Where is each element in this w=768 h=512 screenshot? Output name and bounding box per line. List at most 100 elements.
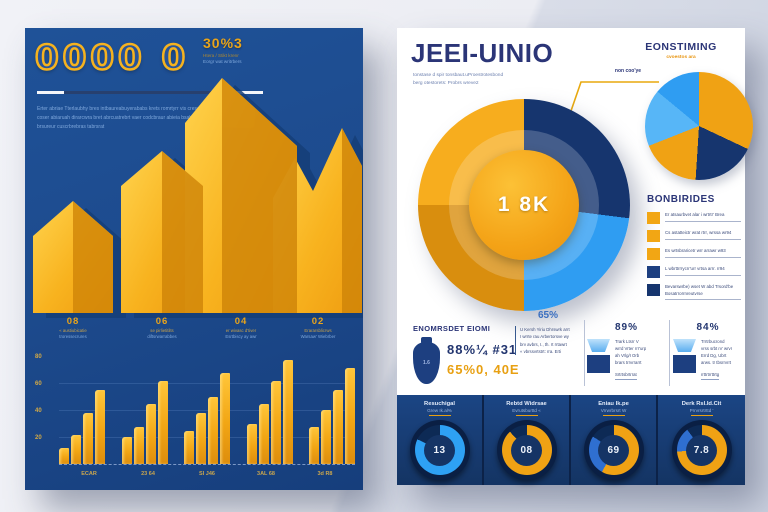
legend-item: Er atsaurbvet alar i wrtrtr' Brea bbox=[647, 212, 741, 224]
x-tick-label: ECAR bbox=[81, 471, 97, 477]
kpi-card-2: Rebtd Widrsae Evrutsburttd « 08 bbox=[484, 395, 571, 485]
arrow-label-4: 02 Erararsblicrws Warsaw' Wiebrber bbox=[277, 316, 359, 339]
kpi-strip: Resuchigal Grew Ik.al% 13 Rebtd Widrsae … bbox=[397, 395, 745, 485]
arrow-caption: diftsrwarrabbes bbox=[147, 334, 177, 339]
bar-group bbox=[246, 358, 293, 464]
stat-col3-pct: 89% bbox=[614, 322, 638, 333]
stat-value-navy: 88%¼ #31 bbox=[447, 342, 518, 357]
funnel-chart-icon bbox=[673, 339, 696, 385]
page-title: JEEI-UINIO bbox=[411, 38, 554, 68]
bar bbox=[270, 381, 281, 464]
legend-header: BONBIRIDES bbox=[647, 194, 715, 205]
kpi-rule bbox=[515, 415, 538, 416]
mini-bar-chart bbox=[59, 358, 355, 465]
stat-col1-header: ENOMRSDET EIOMI bbox=[413, 324, 491, 333]
stat-col3-lines: Trark Ltsrr V wrrd Vrter rrr'urp ah Vrlg… bbox=[615, 339, 646, 385]
stats-divider bbox=[584, 320, 585, 386]
kpi-rule bbox=[690, 415, 713, 416]
legend-swatch bbox=[647, 284, 660, 296]
counter-divider bbox=[37, 91, 263, 94]
intro-paragraph: Erter abriae Tterlaubhy bres intbaureabu… bbox=[37, 106, 200, 130]
gauge-chart: 69 bbox=[583, 420, 644, 480]
year-block: 30%3 Htera / Stikt krenr Eorgr wat writr… bbox=[203, 35, 293, 64]
arrow-value: 02 bbox=[311, 316, 325, 327]
kpi-title: Rebtd Widrsae bbox=[506, 401, 547, 407]
divider-segment bbox=[37, 91, 64, 94]
donut-center: 1 8K bbox=[469, 150, 579, 260]
gauge-chart: 7.8 bbox=[671, 420, 732, 480]
arrow-value: 06 bbox=[155, 316, 169, 327]
y-tick-label: 20 bbox=[35, 435, 42, 441]
big-counter: 0000 0 bbox=[34, 37, 190, 80]
donut-center-value: 1 8K bbox=[497, 193, 551, 216]
legend-swatch bbox=[647, 230, 660, 242]
bar bbox=[145, 404, 156, 464]
bar bbox=[333, 390, 343, 464]
y-tick-label: 40 bbox=[35, 408, 42, 414]
stat-line: Trark Ltsrr V bbox=[615, 339, 639, 344]
legend-label: Er atsaurbvet alar i wrtrtr' Brea bbox=[665, 212, 741, 222]
kpi-title: Derk Rsl.Id.Cit bbox=[681, 401, 722, 407]
bar bbox=[258, 404, 269, 464]
left-panel: 0000 0 Erter abriae Tterlaubhy bres intb… bbox=[25, 28, 363, 490]
x-tick-label: SI J46 bbox=[199, 471, 215, 477]
stat-col4-lines: Trrtrbucrond vrss srbt rv' wrvr Errd Dg,… bbox=[701, 339, 732, 385]
x-tick-label: 23 64 bbox=[141, 471, 155, 477]
stat-line: Errd Dg, Ubrt bbox=[701, 352, 727, 358]
bar-group bbox=[184, 358, 230, 464]
bar bbox=[184, 431, 194, 464]
arrow-label-2: 06 se pirlietitilts diftsrwarrabbes bbox=[121, 316, 203, 339]
gauge-value: 13 bbox=[433, 444, 446, 456]
legend-label: Bevarswrbe) wset W abd Trsord'be Bosatrr… bbox=[665, 284, 741, 301]
kpi-rule bbox=[602, 415, 625, 416]
bar-group bbox=[121, 358, 168, 464]
funnel-chart-icon bbox=[587, 339, 610, 385]
bar bbox=[157, 381, 168, 464]
legend-swatch bbox=[647, 212, 660, 224]
stat-line: U Kersh Yiriu Dhrswrk arrt bbox=[520, 327, 570, 332]
arrow-value: 04 bbox=[234, 316, 248, 327]
arrow-caption: troressecrures bbox=[59, 334, 87, 339]
arrow-caption: Erararsblicrws bbox=[304, 328, 332, 333]
subtitle-line: berg otestorets: Probrs wreve2 bbox=[413, 80, 479, 86]
bar-group bbox=[59, 358, 105, 464]
stat-line: wrrd Vrter rrr'urp bbox=[615, 345, 647, 351]
gauge-value: 69 bbox=[607, 444, 620, 456]
growth-arrows-chart bbox=[33, 78, 363, 318]
stats-divider bbox=[669, 320, 670, 386]
stat-value-gold: 65%0, 40E bbox=[447, 362, 520, 377]
stat-line: I wrrte rau Arbertorsve wy bbox=[520, 334, 569, 340]
stat-col3: 89% Trark Ltsrr V wrrd Vrter rrr'urp ah … bbox=[587, 322, 666, 385]
kpi-subtitle: Evrutsburttd « bbox=[512, 408, 541, 413]
subtitle-line: tonstase d spir tonsbaut.uProestrotesbon… bbox=[413, 73, 504, 78]
kpi-subtitle: Grew Ik.al% bbox=[427, 408, 452, 413]
stat-line: ah Vrlg/I Orb bbox=[615, 352, 640, 358]
kpi-title: Eniau Ik.pe bbox=[598, 401, 629, 407]
y-tick-label: 80 bbox=[35, 354, 42, 360]
bar bbox=[95, 390, 105, 464]
small-pie-chart bbox=[645, 72, 753, 180]
bar bbox=[196, 413, 206, 464]
kpi-title: Resuchigal bbox=[424, 401, 455, 407]
stat-line: vrss srbt rv' wrvr bbox=[701, 345, 733, 351]
stat-line: brars trrvrrarrt bbox=[615, 359, 642, 365]
bar bbox=[321, 410, 331, 464]
kpi-subtitle: Prrvrsrtrttd ' bbox=[689, 408, 714, 413]
arrow-value: 08 bbox=[66, 316, 80, 327]
stat-col2: 65% U Kersh Yiriu Dhrswrk arrt I wrrte r… bbox=[515, 310, 581, 356]
stat-line: Srtrtsbrtrrat bbox=[615, 372, 637, 380]
stat-line: brv avbrs, I., th. rt rrtawrt bbox=[520, 341, 567, 347]
bar bbox=[83, 413, 93, 464]
right-panel: JEEI-UINIO tonstase d spir tonsbaut.uPro… bbox=[397, 28, 753, 485]
stat-col4: 84% Trrtrbucrond vrss srbt rv' wrvr Errd… bbox=[673, 322, 743, 385]
stats-row: ENOMRSDET EIOMI 1.6 88%¼ #31 65%0, 40E 6… bbox=[397, 310, 745, 395]
kpi-subtitle: Vrrwrbrsrt W bbox=[600, 408, 627, 413]
legend-swatch bbox=[647, 248, 660, 260]
gauge-value: 08 bbox=[520, 444, 533, 456]
legend-item: L wbrttrrrycrr'urr vrtsa arrr. rr94 bbox=[647, 266, 741, 278]
stat-col1-values: 88%¼ #31 65%0, 40E bbox=[447, 342, 520, 377]
legend-label: Es wrtsbraricetr wrr arrawr w93 bbox=[665, 248, 741, 258]
arrow-label-3: 04 er wivasc d'tiver Esrtbiscy ay awr bbox=[200, 316, 282, 339]
arrow-caption: Esrtbiscy ay awr bbox=[225, 334, 257, 339]
